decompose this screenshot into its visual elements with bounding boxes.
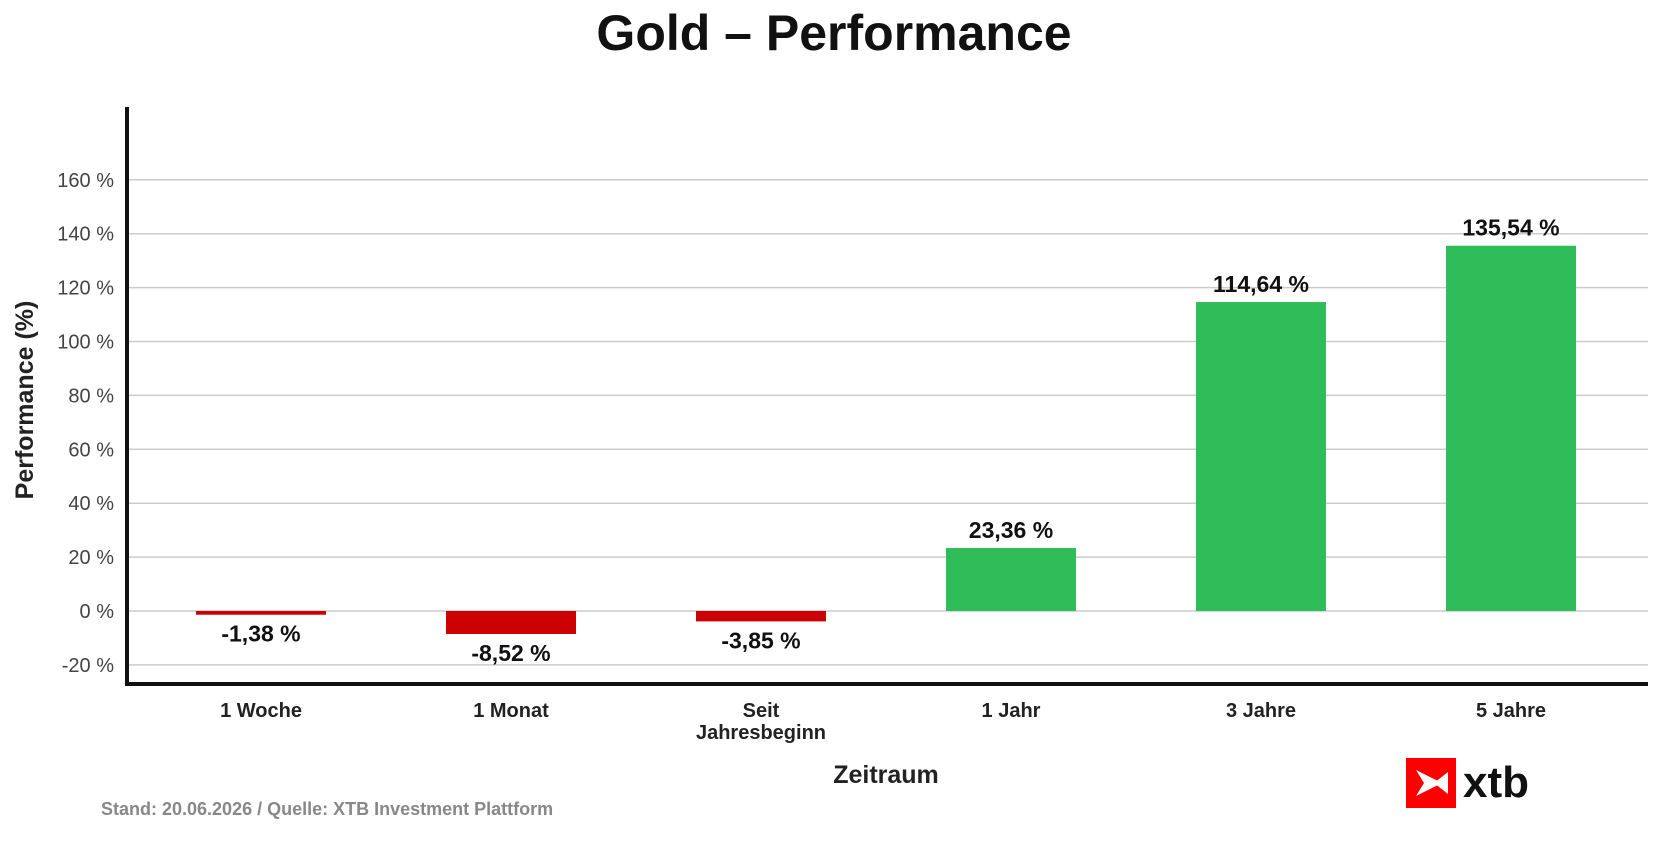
y-tick-label: 20 % xyxy=(68,547,114,569)
bar-0 xyxy=(196,611,326,615)
value-label: 23,36 % xyxy=(969,517,1053,543)
x-axis-label: Zeitraum xyxy=(833,761,939,789)
bar-5 xyxy=(1446,245,1576,611)
y-axis-label: Performance (%) xyxy=(11,301,39,500)
x-tick-label: Seit Jahresbeginn xyxy=(696,700,826,744)
value-labels: -1,38 % -8,52 % -3,85 % 23,36 % 114,64 % 135,… xyxy=(221,215,1559,666)
y-tick-label: 0 % xyxy=(80,601,115,623)
x-tick-label: 1 Woche xyxy=(220,700,302,722)
x-tick-label: 1 Jahr xyxy=(982,700,1041,722)
bar-2 xyxy=(696,611,826,622)
value-label: -8,52 % xyxy=(471,640,550,666)
bar-3 xyxy=(946,548,1076,611)
xtb-logo-icon xyxy=(1406,758,1456,808)
source-note: Stand: 20.06.2026 / Quelle: XTB Investme… xyxy=(101,799,553,819)
chart-title: Gold – Performance xyxy=(596,5,1071,61)
y-tick-label: 160 % xyxy=(57,170,114,192)
x-tick-label: 3 Jahre xyxy=(1226,700,1296,722)
value-label: -1,38 % xyxy=(221,621,300,647)
y-tick-label: -20 % xyxy=(62,655,114,677)
y-tick-label: 40 % xyxy=(68,493,114,515)
x-axis-ticks: 1 Woche 1 Monat Seit Jahresbeginn 1 Jahr 3 Ja… xyxy=(220,700,1546,744)
y-tick-label: 140 % xyxy=(57,224,114,246)
x-tick-label: 1 Monat xyxy=(473,700,549,722)
brand-logo: xtb xyxy=(1406,758,1529,808)
y-axis-ticks: -20 % 0 % 20 % 40 % 60 % 80 % 100 % 120 % 140 % 1… xyxy=(57,170,114,677)
bars xyxy=(196,245,1576,634)
value-label: -3,85 % xyxy=(721,627,800,653)
value-label: 114,64 % xyxy=(1213,271,1309,297)
xtb-logo-text: xtb xyxy=(1463,758,1529,807)
y-tick-label: 100 % xyxy=(57,332,114,354)
x-tick-label: 5 Jahre xyxy=(1476,700,1546,722)
grid-lines xyxy=(127,179,1648,666)
y-tick-label: 120 % xyxy=(57,278,114,300)
value-label: 135,54 % xyxy=(1462,215,1559,241)
y-tick-label: 80 % xyxy=(68,385,114,407)
bar-1 xyxy=(446,611,576,634)
bar-4 xyxy=(1196,302,1326,611)
y-tick-label: 60 % xyxy=(68,439,114,461)
